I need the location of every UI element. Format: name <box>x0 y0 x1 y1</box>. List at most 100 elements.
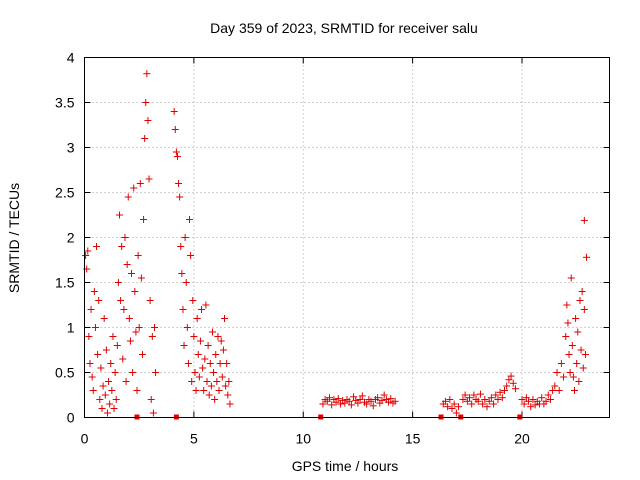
data-point <box>555 387 563 394</box>
x-tick-label: 10 <box>295 431 311 447</box>
data-point <box>487 394 495 402</box>
data-point <box>459 396 467 403</box>
data-point <box>494 396 502 403</box>
data-point <box>84 247 92 255</box>
data-point <box>441 397 449 405</box>
data-point <box>171 126 179 133</box>
data-point <box>367 397 375 405</box>
data-point <box>206 360 214 367</box>
data-point <box>444 403 452 411</box>
data-point <box>391 397 399 405</box>
data-point <box>210 369 218 376</box>
data-point <box>217 337 225 345</box>
data-point <box>172 148 180 156</box>
data-point <box>189 297 197 304</box>
data-point <box>151 324 158 331</box>
data-point <box>128 270 136 277</box>
data-point <box>341 399 349 407</box>
data-point <box>455 403 463 411</box>
data-point <box>117 297 125 304</box>
data-point <box>567 274 575 282</box>
data-point <box>583 253 591 261</box>
data-point <box>126 337 134 345</box>
data-point <box>224 391 232 399</box>
data-point <box>88 373 96 381</box>
data-point <box>208 328 216 336</box>
data-point <box>187 252 195 259</box>
data-point <box>116 211 123 219</box>
data-point <box>527 403 535 411</box>
data-point <box>581 351 589 358</box>
data-point <box>186 216 193 223</box>
data-point <box>580 306 588 313</box>
y-tick-label: 0.5 <box>55 365 75 381</box>
data-point <box>194 351 202 358</box>
data-point <box>141 135 149 142</box>
data-point <box>121 234 129 241</box>
data-point <box>503 382 511 390</box>
data-point <box>529 396 537 403</box>
data-point <box>146 297 154 304</box>
data-point <box>96 396 104 403</box>
data-point <box>374 394 382 402</box>
data-point <box>571 387 578 394</box>
data-point <box>101 391 109 399</box>
data-point <box>216 360 224 367</box>
data-point <box>132 328 140 336</box>
data-point <box>134 252 142 259</box>
data-point <box>105 378 113 385</box>
data-point <box>479 400 487 408</box>
data-point <box>328 401 336 409</box>
data-point <box>94 351 102 358</box>
data-point <box>91 324 99 331</box>
data-point <box>98 405 106 412</box>
data-point <box>87 306 95 313</box>
data-point <box>518 396 526 403</box>
data-point <box>549 387 557 394</box>
x-tick-label: 0 <box>81 431 89 447</box>
data-point <box>102 346 110 354</box>
data-point <box>448 405 456 412</box>
data-point <box>562 333 570 340</box>
data-point <box>385 398 393 406</box>
data-point <box>195 373 203 381</box>
data-point <box>574 328 582 336</box>
data-point <box>109 333 117 340</box>
data-point <box>334 395 342 403</box>
data-point <box>176 193 184 201</box>
data-point <box>148 333 156 340</box>
data-point <box>572 315 580 322</box>
axis-ticks: 0 0.5 1 1.5 2 2.5 3 3.5 4 0 5 10 15 20 <box>55 50 610 447</box>
data-point <box>481 396 489 403</box>
grid-lines <box>84 57 610 418</box>
data-point <box>566 369 574 376</box>
data-point <box>225 378 233 385</box>
data-point <box>483 403 491 411</box>
data-point <box>323 397 331 405</box>
data-point <box>531 401 539 409</box>
data-point <box>190 333 198 340</box>
data-point <box>133 387 141 394</box>
data-point <box>369 402 377 410</box>
x-tick-label: 5 <box>190 431 198 447</box>
data-point <box>136 180 144 187</box>
y-tick-label: 1 <box>67 320 75 336</box>
data-point <box>565 351 573 358</box>
data-point <box>553 369 561 376</box>
x-tick-label: 20 <box>514 431 530 447</box>
data-point <box>551 382 559 390</box>
y-tick-label: 2 <box>67 230 75 246</box>
data-point <box>100 315 108 322</box>
data-point <box>219 346 227 354</box>
data-point <box>90 288 98 295</box>
data-point <box>82 252 90 259</box>
data-point <box>135 324 143 331</box>
data-point <box>211 396 219 403</box>
data-point <box>476 390 484 398</box>
x-axis-title: GPS time / hours <box>292 458 399 474</box>
y-tick-label: 0 <box>67 410 75 426</box>
data-point <box>466 394 473 402</box>
data-point <box>145 175 153 183</box>
